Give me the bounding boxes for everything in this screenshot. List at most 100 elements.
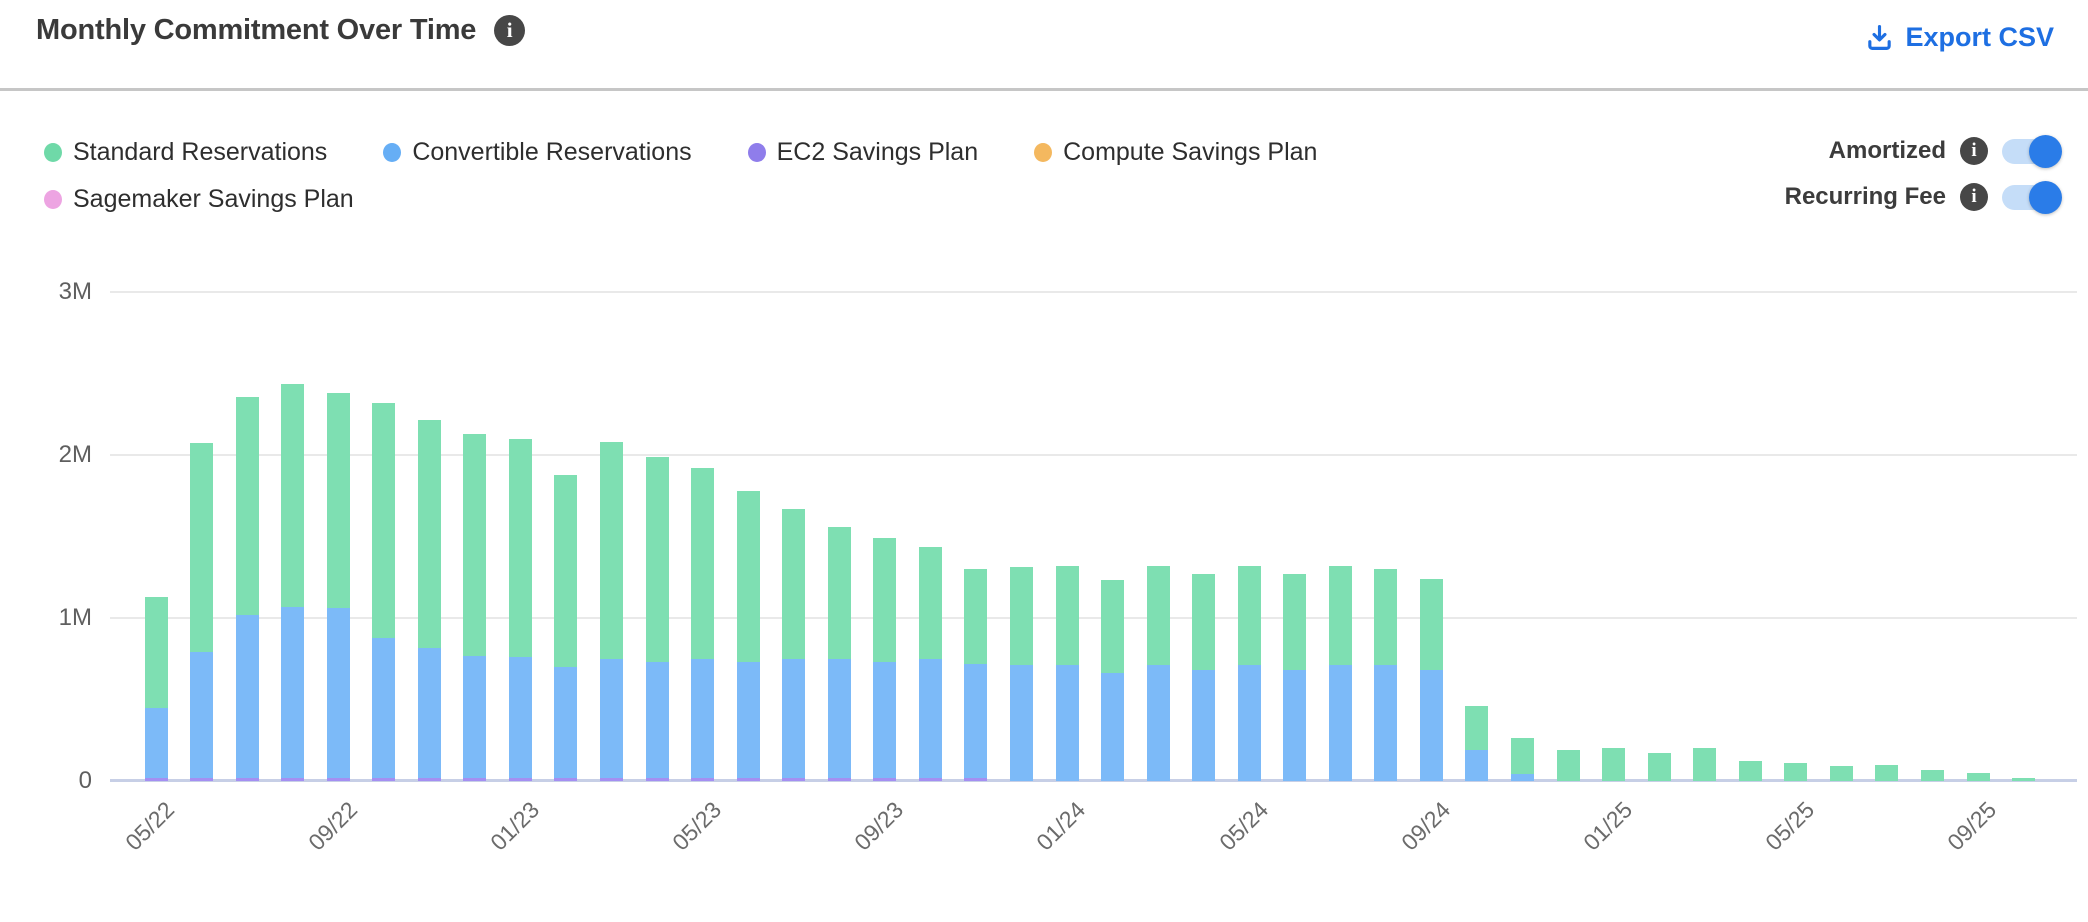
bar-08/23[interactable] <box>827 527 851 781</box>
bar-segment <box>782 659 806 778</box>
bar-12/22[interactable] <box>463 434 487 781</box>
legend-item-1[interactable]: Standard Reservations <box>44 137 327 167</box>
bar-05/25[interactable] <box>1784 763 1808 781</box>
bar-06/24[interactable] <box>1283 574 1307 781</box>
bar-09/25[interactable] <box>1966 773 1990 781</box>
bar-segment <box>827 659 851 778</box>
bar-segment <box>918 778 942 781</box>
bar-segment <box>1693 748 1717 781</box>
legend-dot <box>747 142 766 162</box>
bar-segment <box>645 457 669 662</box>
bar-segment <box>736 662 760 778</box>
bar-segment <box>1647 753 1671 781</box>
bar-08/24[interactable] <box>1374 569 1398 781</box>
legend-item-2[interactable]: Convertible Reservations <box>383 137 692 167</box>
bar-05/22[interactable] <box>144 597 168 781</box>
bar-11/24[interactable] <box>1511 738 1534 781</box>
bar-segment <box>508 778 532 781</box>
bar-08/22[interactable] <box>281 384 305 781</box>
legend-label: Convertible Reservations <box>412 137 692 166</box>
bar-07/24[interactable] <box>1328 566 1352 781</box>
bar-10/23[interactable] <box>918 547 942 781</box>
bar-05/23[interactable] <box>691 468 715 781</box>
bar-02/23[interactable] <box>554 475 578 781</box>
amortized-label: Amortized <box>1828 137 1946 164</box>
title-info-icon[interactable]: i <box>494 15 526 46</box>
legend-item-4[interactable]: Compute Savings Plan <box>1034 137 1317 167</box>
recurring-fee-toggle-knob <box>2029 180 2062 214</box>
bar-segment <box>1602 748 1626 781</box>
bar-segment <box>326 778 350 781</box>
bar-segment <box>873 662 897 778</box>
bar-segment <box>1829 766 1853 781</box>
bar-segment <box>508 439 532 657</box>
bar-01/23[interactable] <box>508 439 532 781</box>
x-axis-label: 01/23 <box>484 796 545 856</box>
bar-08/25[interactable] <box>1920 770 1944 781</box>
bar-01/25[interactable] <box>1602 748 1626 781</box>
amortized-info-icon[interactable]: i <box>1960 137 1988 165</box>
bar-segment <box>1055 566 1079 665</box>
bar-11/22[interactable] <box>417 420 441 781</box>
bar-segment <box>1283 670 1307 781</box>
bar-segment <box>190 778 214 781</box>
amortized-toggle-knob <box>2029 134 2062 168</box>
bar-segment <box>873 778 897 781</box>
gridline <box>110 617 2077 619</box>
bar-10/25[interactable] <box>2012 778 2036 781</box>
bar-06/23[interactable] <box>736 491 760 781</box>
bar-06/25[interactable] <box>1829 766 1853 781</box>
y-axis-label: 2M <box>58 441 92 468</box>
bar-segment <box>281 778 305 781</box>
page-title: Monthly Commitment Over Time <box>36 14 477 46</box>
bar-segment <box>281 384 305 607</box>
bar-segment <box>508 657 532 778</box>
bar-segment <box>1237 665 1261 781</box>
bar-02/25[interactable] <box>1647 753 1671 781</box>
bar-segment <box>1237 566 1261 665</box>
legend-item-5[interactable]: Sagemaker Savings Plan <box>44 184 354 214</box>
export-csv-button[interactable]: Export CSV <box>1865 22 2054 53</box>
legend-label: EC2 Savings Plan <box>776 137 979 166</box>
bar-03/25[interactable] <box>1693 748 1717 781</box>
y-axis-label: 3M <box>58 278 92 305</box>
bar-segment <box>1146 665 1170 781</box>
gridline <box>110 291 2077 293</box>
x-axis-baseline <box>110 779 2077 782</box>
bar-09/23[interactable] <box>873 538 897 781</box>
bar-12/24[interactable] <box>1556 750 1580 781</box>
bar-segment <box>1511 774 1534 781</box>
amortized-toggle[interactable] <box>2002 134 2062 168</box>
amortized-row: Amortized i <box>1828 134 2062 168</box>
bar-03/23[interactable] <box>600 442 623 781</box>
bar-07/22[interactable] <box>235 397 259 781</box>
recurring-fee-info-icon[interactable]: i <box>1960 183 1988 211</box>
bar-05/24[interactable] <box>1237 566 1261 781</box>
plot-area <box>110 291 2077 782</box>
bar-segment <box>1784 763 1808 781</box>
bar-03/24[interactable] <box>1146 566 1170 781</box>
bar-04/25[interactable] <box>1738 761 1762 781</box>
bar-06/22[interactable] <box>190 443 214 781</box>
bar-10/24[interactable] <box>1465 706 1489 781</box>
bar-07/25[interactable] <box>1875 765 1899 781</box>
recurring-fee-toggle[interactable] <box>2002 180 2062 214</box>
bar-04/24[interactable] <box>1192 574 1216 781</box>
panel-header: Monthly Commitment Over Time i Export CS… <box>0 0 2088 91</box>
x-axis-label: 05/24 <box>1213 796 1273 856</box>
bar-12/23[interactable] <box>1009 567 1033 781</box>
legend-item-3[interactable]: EC2 Savings Plan <box>747 137 979 167</box>
bar-segment <box>1328 665 1352 781</box>
bar-11/23[interactable] <box>964 569 988 781</box>
x-axis-label: 05/25 <box>1760 796 1820 856</box>
bar-09/24[interactable] <box>1419 579 1443 781</box>
bar-10/22[interactable] <box>372 403 396 781</box>
bar-02/24[interactable] <box>1101 580 1125 781</box>
bar-segment <box>1419 579 1443 670</box>
x-axis-label: 05/23 <box>667 796 727 856</box>
bar-04/23[interactable] <box>645 457 669 781</box>
bar-01/24[interactable] <box>1055 566 1079 781</box>
bar-07/23[interactable] <box>782 509 806 781</box>
bar-09/22[interactable] <box>326 393 350 781</box>
